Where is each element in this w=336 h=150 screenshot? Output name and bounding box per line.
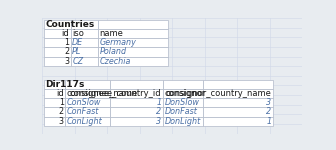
Bar	[71, 20, 98, 29]
Text: consignee_country_id: consignee_country_id	[70, 89, 161, 98]
Text: 1: 1	[59, 98, 64, 107]
Bar	[98, 20, 168, 29]
Text: 3: 3	[156, 117, 161, 126]
Bar	[65, 80, 110, 89]
Bar	[71, 47, 98, 57]
Bar	[44, 29, 71, 38]
Bar	[163, 80, 203, 89]
Bar	[163, 107, 203, 117]
Text: ConFast: ConFast	[67, 107, 99, 116]
Text: 3: 3	[266, 98, 271, 107]
Text: iso: iso	[72, 29, 84, 38]
Text: 1: 1	[156, 98, 161, 107]
Bar	[98, 29, 168, 38]
Text: 1: 1	[266, 117, 271, 126]
Text: PL: PL	[72, 47, 82, 56]
Bar	[98, 57, 168, 66]
Text: ConSlow: ConSlow	[67, 98, 101, 107]
Bar	[110, 117, 163, 126]
Bar	[163, 89, 203, 98]
Bar	[163, 117, 203, 126]
Text: 3: 3	[59, 117, 64, 126]
Bar	[203, 117, 273, 126]
Bar	[44, 117, 65, 126]
Bar	[110, 80, 163, 89]
Text: DonFast: DonFast	[164, 107, 197, 116]
Bar	[65, 117, 110, 126]
Text: Czechia: Czechia	[99, 57, 131, 66]
Text: 3: 3	[64, 57, 69, 66]
Bar	[203, 107, 273, 117]
Bar	[44, 20, 71, 29]
Bar	[44, 107, 65, 117]
Bar	[65, 89, 110, 98]
Text: consignor_country_name: consignor_country_name	[166, 89, 271, 98]
Text: 2: 2	[266, 107, 271, 116]
Text: id: id	[61, 29, 69, 38]
Text: 2: 2	[156, 107, 161, 116]
Bar	[71, 38, 98, 47]
Bar	[163, 98, 203, 107]
Bar	[44, 47, 71, 57]
Text: DonLight: DonLight	[164, 117, 201, 126]
Text: consignee_name: consignee_name	[67, 89, 138, 98]
Text: 1: 1	[64, 38, 69, 47]
Text: Dir117s: Dir117s	[45, 80, 84, 89]
Text: consignor: consignor	[164, 89, 206, 98]
Text: DE: DE	[72, 38, 83, 47]
Text: DonSlow: DonSlow	[164, 98, 199, 107]
Text: Poland: Poland	[99, 47, 126, 56]
Text: Germany: Germany	[99, 38, 136, 47]
Bar	[110, 107, 163, 117]
Text: name: name	[99, 29, 123, 38]
Bar	[203, 80, 273, 89]
Text: id: id	[56, 89, 64, 98]
Text: CZ: CZ	[72, 57, 83, 66]
Bar	[44, 80, 65, 89]
Text: Countries: Countries	[45, 20, 94, 29]
Bar	[98, 38, 168, 47]
Bar	[203, 89, 273, 98]
Text: 2: 2	[58, 107, 64, 116]
Bar	[98, 47, 168, 57]
Text: 2: 2	[64, 47, 69, 56]
Bar	[65, 98, 110, 107]
Bar	[44, 57, 71, 66]
Bar	[71, 57, 98, 66]
Bar	[44, 98, 65, 107]
Bar	[65, 107, 110, 117]
Bar	[203, 98, 273, 107]
Bar	[44, 89, 65, 98]
Bar	[71, 29, 98, 38]
Bar	[110, 98, 163, 107]
Bar	[44, 38, 71, 47]
Bar	[110, 89, 163, 98]
Text: ConLight: ConLight	[67, 117, 102, 126]
